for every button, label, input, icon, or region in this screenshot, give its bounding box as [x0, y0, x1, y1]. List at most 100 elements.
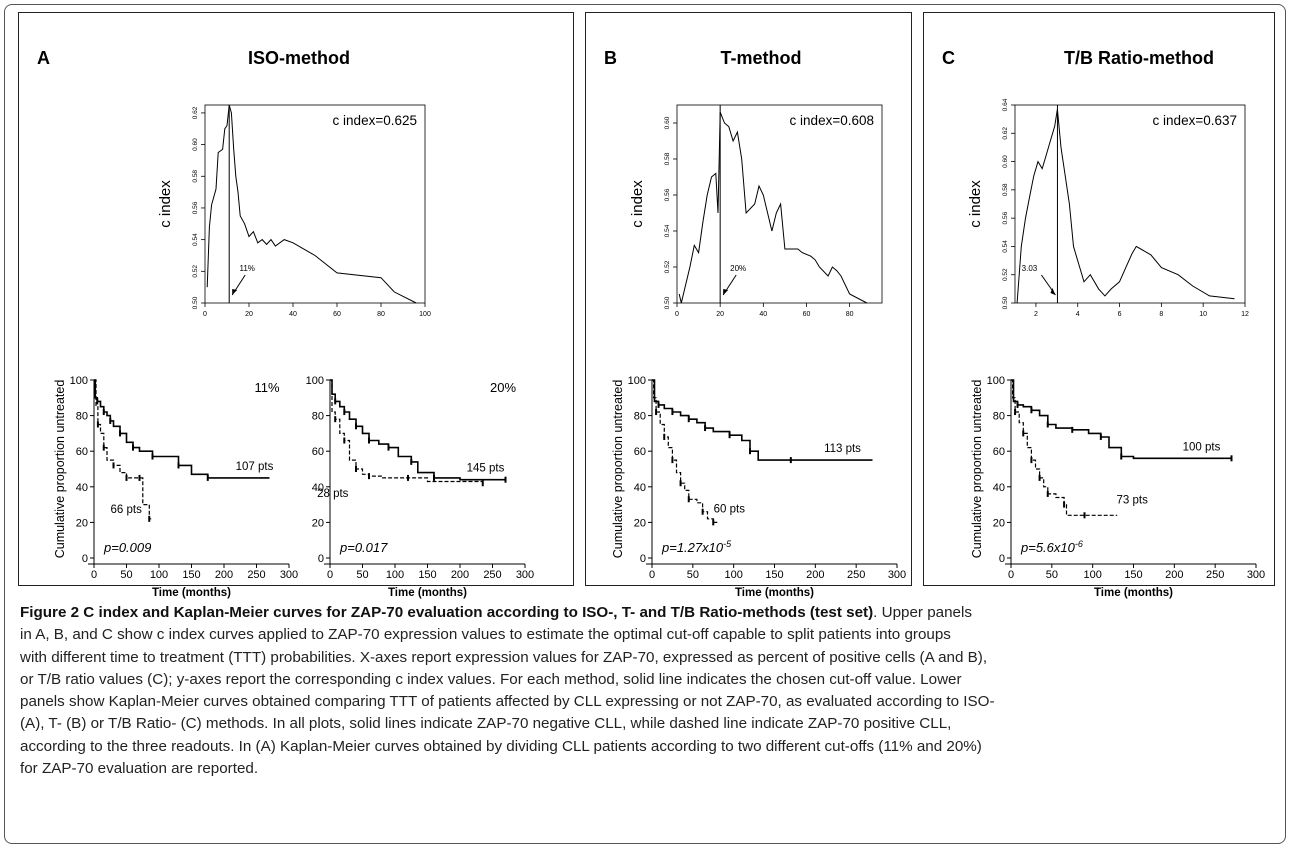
cindex-plot-iso: 0 20 40 60 80 100 0.50 0.52 0.54 0.56 0.58 0.60 0.62… [157, 104, 431, 318]
km-curve-positive [652, 379, 718, 523]
x-tick-label: 80 [846, 311, 854, 318]
y-tick-label: 100 [306, 375, 324, 387]
y-tick-label: 0 [640, 553, 646, 565]
x-tick-label: 50 [120, 569, 132, 581]
x-tick-label: 100 [724, 569, 742, 581]
x-tick-label: 50 [356, 569, 368, 581]
y-tick-label: 60 [76, 446, 88, 458]
x-tick-label: 250 [847, 569, 865, 581]
caption-line: according to the three readouts. In (A) … [20, 737, 982, 755]
x-tick-label: 0 [91, 569, 97, 581]
km-curve-positive [94, 379, 152, 520]
x-tick-label: 200 [806, 569, 824, 581]
x-tick-label: 20 [245, 311, 253, 318]
km-curve-negative [1011, 379, 1232, 460]
km-negative-label: 113 pts [824, 443, 861, 455]
y-tick-label: 0.62 [1002, 127, 1009, 140]
y-axis-label: Cumulative proportion untreated [611, 380, 625, 559]
y-tick-label: 0.50 [192, 296, 199, 309]
km-plot-t: 0 50 100 150 200 250 300 0 20 40 60 80 100 Time (mont… [611, 375, 906, 599]
x-tick-label: 50 [687, 569, 699, 581]
x-tick-label: 150 [1124, 569, 1142, 581]
km-curve-negative [330, 379, 506, 481]
cindex-annotation: c index=0.608 [790, 113, 874, 128]
plot-frame [204, 104, 426, 304]
y-axis-label: Cumulative proportion untreated [970, 380, 984, 559]
x-tick-label: 100 [386, 569, 404, 581]
panel-letter: C [942, 48, 955, 68]
figure-caption: Figure 2 C index and Kaplan-Meier curves… [20, 602, 1278, 780]
x-tick-label: 300 [280, 569, 298, 581]
x-tick-label: 0 [203, 311, 207, 318]
y-tick-label: 0.60 [1002, 155, 1009, 168]
caption-line: (A), T- (B) or T/B Ratio- (C) methods. I… [20, 715, 952, 733]
y-tick-label: 0.56 [192, 201, 199, 214]
caption-line: with different time to treatment (TTT) p… [20, 648, 988, 666]
x-tick-label: 250 [1206, 569, 1224, 581]
cutoff-label: 3.03 [1022, 264, 1038, 273]
y-tick-label: 0.58 [1002, 183, 1009, 196]
y-tick-label: 0.50 [664, 296, 671, 309]
y-tick-label: 0.60 [192, 138, 199, 151]
panel-letter: B [604, 48, 617, 68]
km-cutoff-label: 20% [490, 380, 516, 395]
caption-line: for ZAP-70 evaluation are reported. [20, 760, 259, 778]
caption-line: panels show Kaplan-Meier curves obtained… [20, 693, 995, 711]
y-tick-label: 0 [318, 553, 324, 565]
y-tick-label: 0.62 [192, 106, 199, 119]
y-tick-label: 0.54 [664, 224, 671, 237]
x-tick-label: 6 [1118, 311, 1122, 318]
x-axis-label: Time (months) [735, 587, 814, 599]
y-tick-label: 0.58 [192, 170, 199, 183]
x-axis-label: Time (months) [1094, 587, 1173, 599]
x-axis-label: Time (months) [388, 587, 467, 599]
y-tick-label: 100 [628, 375, 646, 387]
panel-letter: A [37, 48, 50, 68]
y-axis-label: c index [157, 180, 174, 228]
y-tick-label: 40 [312, 482, 324, 494]
y-tick-label: 20 [993, 517, 1005, 529]
p-value-exponent: -6 [1075, 539, 1083, 549]
km-curve-positive [1011, 379, 1118, 516]
x-tick-label: 40 [759, 311, 767, 318]
p-value-exponent: -5 [723, 539, 732, 549]
cindex-annotation: c index=0.637 [1153, 113, 1237, 128]
x-tick-label: 80 [377, 311, 385, 318]
cindex-curve [678, 112, 868, 304]
km-cutoff-label: 11% [254, 380, 279, 395]
cindex-plot-t: 0 20 40 60 80 0.50 0.52 0.54 0.56 0.58 0.60 c index… [629, 104, 883, 318]
km-plot-iso-20: 0 50 100 150 200 250 300 0 20 40 60 80 100 Time (mont… [306, 375, 535, 599]
y-tick-label: 80 [312, 411, 324, 423]
km-plot-tb: 0 50 100 150 200 250 300 0 20 40 60 80 100 Time (mont… [970, 375, 1265, 599]
x-tick-label: 200 [215, 569, 233, 581]
x-axis-label: Time (months) [152, 587, 231, 599]
plot-frame [676, 104, 883, 304]
cutoff-arrowhead [232, 289, 238, 295]
y-tick-label: 20 [634, 517, 646, 529]
x-tick-label: 0 [649, 569, 655, 581]
caption-line: or T/B ratio values (C); y-axes report t… [20, 670, 962, 688]
y-tick-label: 80 [993, 411, 1005, 423]
x-tick-label: 8 [1159, 311, 1163, 318]
panel-b: B T-method [585, 12, 912, 586]
x-tick-label: 250 [247, 569, 265, 581]
km-negative-label: 145 pts [467, 463, 505, 475]
x-tick-label: 60 [803, 311, 811, 318]
x-tick-label: 20 [716, 311, 724, 318]
x-tick-label: 0 [675, 311, 679, 318]
x-tick-label: 150 [182, 569, 200, 581]
cutoff-label: 20% [730, 264, 746, 273]
x-tick-label: 100 [419, 311, 431, 318]
x-tick-label: 40 [289, 311, 297, 318]
y-axis-label: c index [629, 180, 646, 228]
x-tick-label: 200 [451, 569, 469, 581]
y-tick-label: 0.60 [664, 116, 671, 129]
y-tick-label: 0.58 [664, 152, 671, 165]
panel-title: T/B Ratio-method [1064, 48, 1214, 68]
cutoff-arrowhead [1050, 288, 1056, 295]
panel-c: C T/B Ratio-method [923, 12, 1275, 586]
y-tick-label: 80 [634, 411, 646, 423]
km-curve-negative [652, 379, 873, 461]
y-tick-label: 40 [634, 482, 646, 494]
y-tick-label: 0.64 [1002, 98, 1009, 111]
